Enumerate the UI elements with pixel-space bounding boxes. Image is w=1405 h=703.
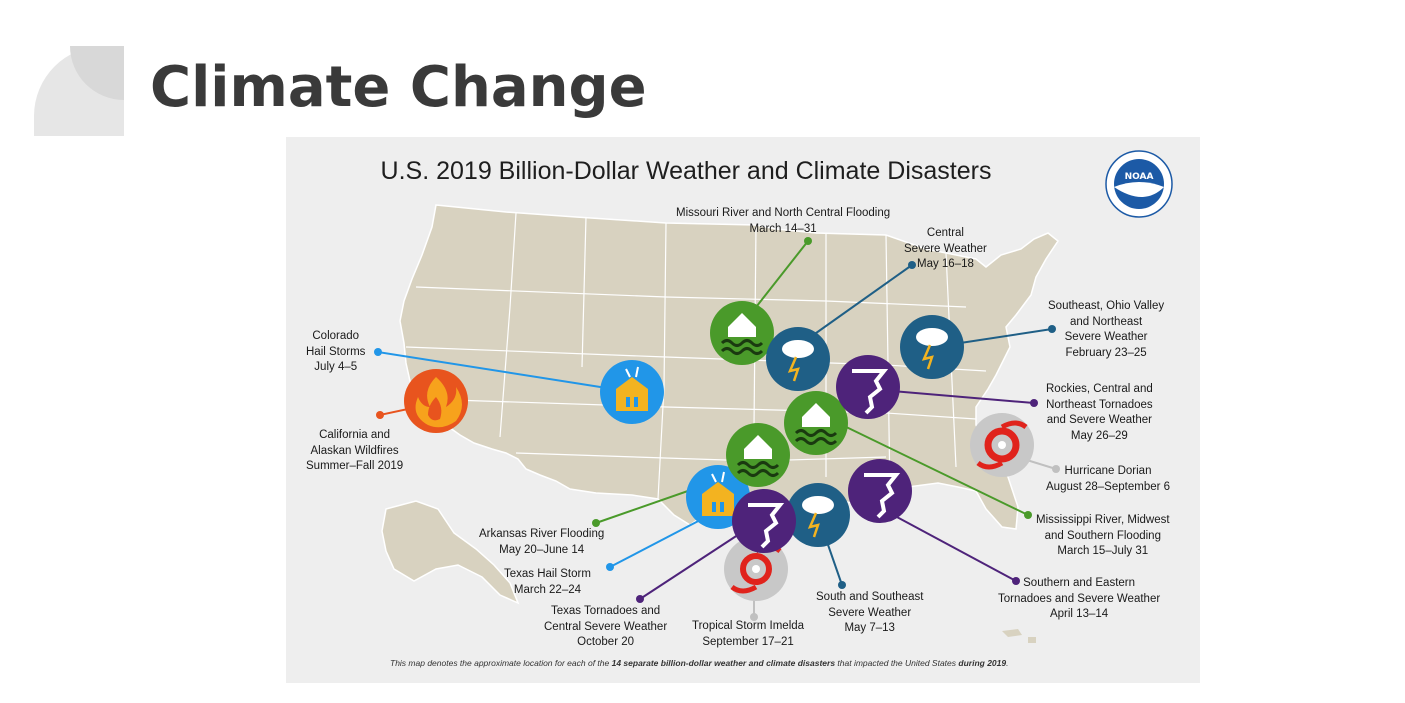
central-severe-weather-icon: [766, 327, 830, 391]
us-map: [374, 204, 1060, 643]
arkansas-flood-icon: [726, 423, 790, 487]
dot-california: [376, 411, 384, 419]
southern-eastern-tornado-icon: [848, 459, 912, 523]
noaa-logo-text: NOAA: [1125, 172, 1154, 182]
texas-tornadoes-icon: [732, 489, 796, 553]
mississippi-flood-icon: [784, 391, 848, 455]
noaa-logo: NOAA: [1105, 150, 1173, 218]
dot-missouri: [804, 237, 812, 245]
label-rockies: Rockies, Central and Northeast Tornadoes a…: [1046, 383, 1153, 442]
missouri-flood-icon: [710, 301, 774, 365]
connector-texas-hail: [609, 516, 707, 568]
label-arkansas: Arkansas River Flooding May 20–June 14: [479, 528, 605, 556]
dot-arkansas: [592, 519, 600, 527]
connector-south-southeast: [825, 538, 843, 586]
hawaii-shape: [1002, 629, 1036, 643]
slide-title: Climate Change: [150, 55, 647, 120]
label-southern-eastern: Southern and Eastern Tornadoes and Severe…: [998, 577, 1161, 620]
dot-central: [908, 261, 916, 269]
south-southeast-severe-weather-icon: [786, 483, 850, 547]
map-title: U.S. 2019 Billion-Dollar Weather and Cli…: [380, 157, 992, 185]
dot-texas-tornadoes: [636, 595, 644, 603]
dot-mississippi: [1024, 511, 1032, 519]
rockies-tornado-icon: [836, 355, 900, 419]
label-texas-tornadoes: Texas Tornadoes and Central Severe Weathe…: [544, 605, 668, 648]
dot-rockies: [1030, 399, 1038, 407]
dot-southeast-ohio: [1048, 325, 1056, 333]
connector-colorado: [377, 351, 633, 393]
dot-southern-eastern: [1012, 577, 1020, 585]
dot-texas-hail: [606, 563, 614, 571]
colorado-hail-icon: [600, 360, 664, 424]
label-texas-hail: Texas Hail Storm March 22–24: [504, 568, 591, 596]
label-southeast-ohio: Southeast, Ohio Valley and Northeast Sever…: [1048, 300, 1165, 359]
connector-texas-tornadoes: [639, 526, 751, 600]
hurricane-dorian-icon: [970, 413, 1034, 477]
disaster-map-image: U.S. 2019 Billion-Dollar Weather and Cli…: [286, 137, 1200, 683]
southeast-ohio-severe-weather-icon: [900, 315, 964, 379]
label-mississippi: Mississippi River, Midwest and Southern F…: [1036, 514, 1170, 557]
label-missouri: Missouri River and North Central Floodin…: [676, 207, 891, 235]
wildfire-icon: [404, 369, 468, 433]
label-california: California and Alaskan Wildfires Summer–Fa…: [306, 429, 404, 472]
connector-mississippi: [837, 422, 1029, 516]
alaska-shape: [381, 500, 520, 605]
connector-central: [801, 264, 913, 344]
label-south-southeast: South and Southeast Severe Weather May 7–1…: [816, 591, 924, 634]
dot-colorado: [374, 348, 382, 356]
connector-southern-eastern: [881, 508, 1017, 582]
label-dorian: Hurricane Dorian August 28–September 6: [1046, 465, 1171, 493]
dot-south-southeast: [838, 581, 846, 589]
label-imelda: Tropical Storm Imelda September 17–21: [692, 620, 805, 648]
label-colorado: Colorado Hail Storms July 4–5: [306, 330, 366, 373]
dot-dorian: [1052, 465, 1060, 473]
map-footnote: This map denotes the approximate locatio…: [390, 658, 1009, 668]
label-central: Central Severe Weather May 16–18: [904, 227, 987, 270]
dot-imelda: [750, 613, 758, 621]
